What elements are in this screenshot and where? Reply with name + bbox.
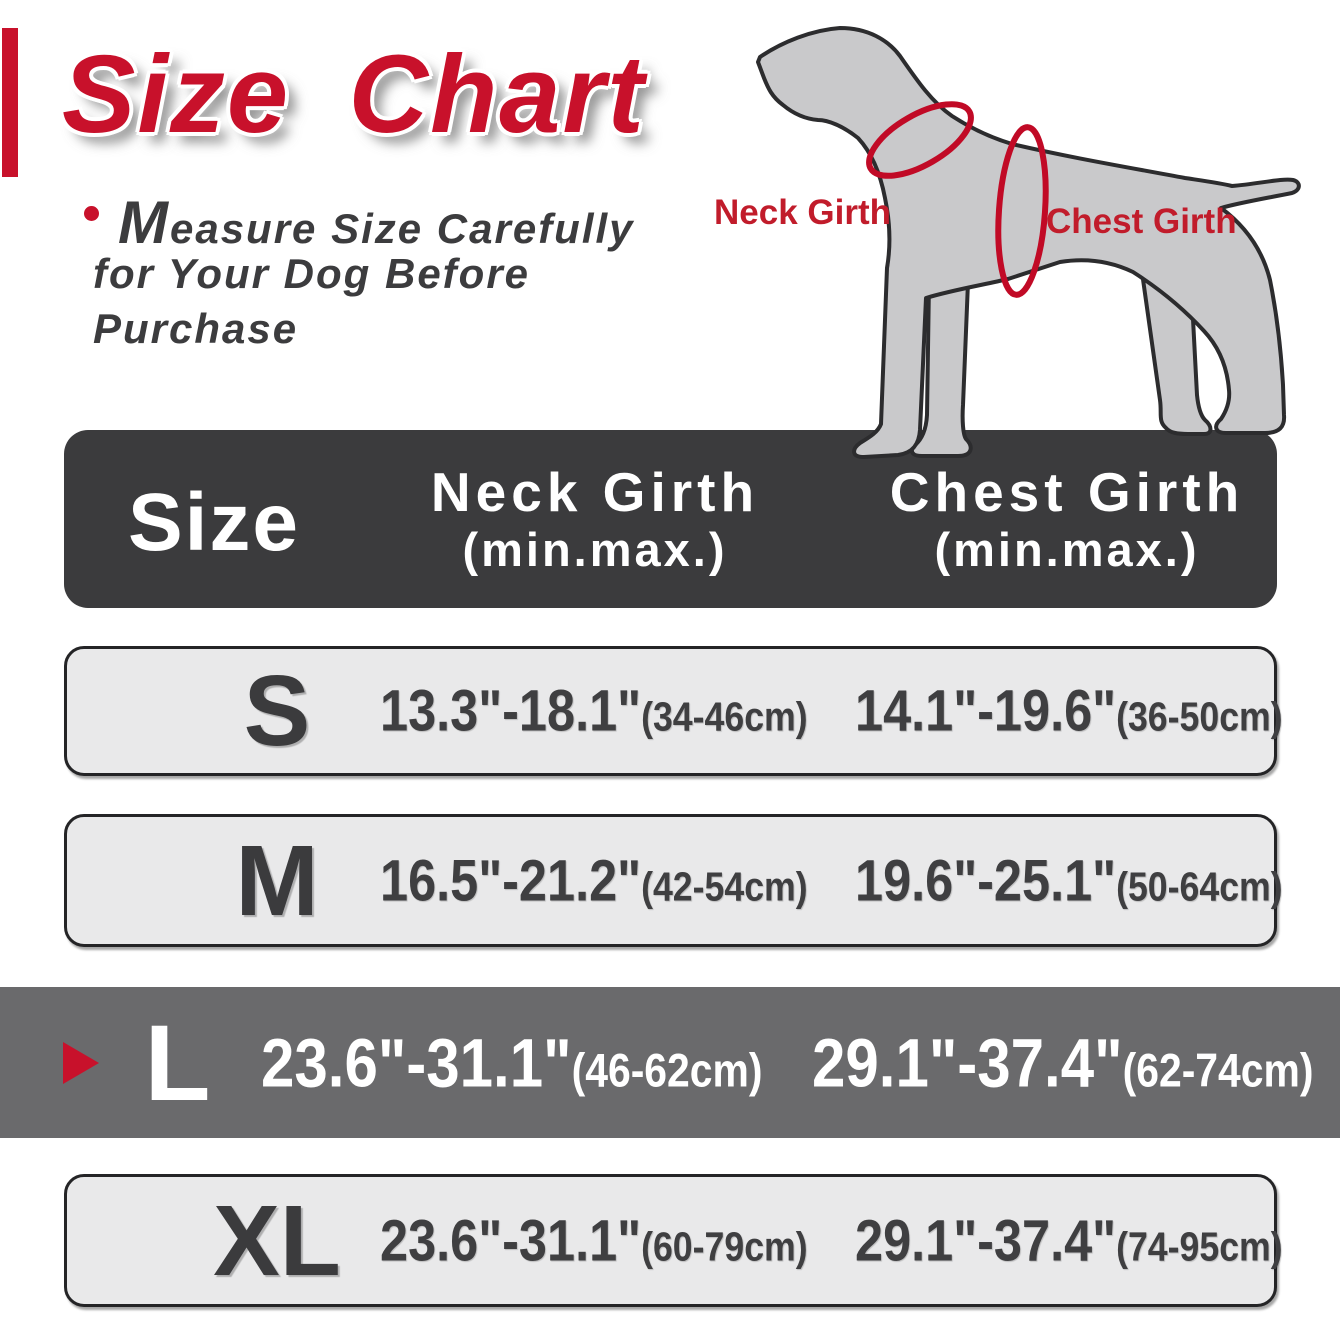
table-row-s: S 13.3"-18.1"(34-46cm) 14.1"-19.6"(36-50… [64, 646, 1283, 776]
size-label: S [243, 655, 311, 767]
header-neck-girth: Neck Girth (min.max.) [400, 462, 790, 578]
neck-inches: 23.6"-31.1" [261, 1024, 572, 1101]
note-bullet-dot [84, 206, 99, 221]
neck-cm: (34-46cm) [641, 693, 808, 740]
chest-inches: 29.1"-37.4" [812, 1024, 1123, 1101]
note-line-1: Measure Size Carefully [118, 188, 635, 257]
chest-inches: 19.6"-25.1" [855, 848, 1117, 913]
header-neck-minmax: (min.max.) [462, 523, 728, 576]
chest-girth-value: 29.1"-37.4"(74-95cm) [855, 1207, 1283, 1274]
dog-body [756, 26, 1301, 459]
header-chest-minmax: (min.max.) [934, 523, 1200, 576]
chest-girth-value: 14.1"-19.6"(36-50cm) [855, 678, 1283, 745]
neck-girth-value: 23.6"-31.1"(60-79cm) [380, 1207, 808, 1274]
dog-silhouette [756, 26, 1301, 459]
table-row-l-highlighted: L 23.6"-31.1"(46-62cm) 29.1"-37.4"(62-74… [0, 987, 1340, 1138]
note-line-3: Purchase [93, 305, 299, 352]
neck-girth-loop [866, 101, 974, 179]
chest-cm: (50-64cm) [1116, 863, 1283, 909]
neck-inches: 16.5"-21.2" [380, 848, 642, 913]
neck-girth-label: Neck Girth [714, 193, 891, 232]
note-lead-cap: M [118, 189, 170, 256]
neck-girth-value: 16.5"-21.2"(42-54cm) [380, 847, 808, 914]
chest-cm: (74-95cm) [1116, 1223, 1283, 1269]
header-size: Size [127, 477, 301, 568]
chest-cm: (36-50cm) [1116, 693, 1283, 740]
table-row-m: M 16.5"-21.2"(42-54cm) 19.6"-25.1"(50-64… [64, 814, 1283, 947]
note-line-1-text: easure Size Carefully [169, 205, 635, 252]
chest-girth-value: 29.1"-37.4"(62-74cm) [812, 1023, 1314, 1102]
chest-cm: (62-74cm) [1122, 1043, 1314, 1096]
neck-cm: (42-54cm) [641, 863, 808, 909]
neck-cm: (60-79cm) [641, 1223, 808, 1269]
chest-girth-value: 19.6"-25.1"(50-64cm) [855, 847, 1283, 914]
neck-inches: 13.3"-18.1" [380, 678, 642, 744]
chest-girth-label: Chest Girth [1046, 202, 1237, 241]
dog-far-rear-leg [1138, 256, 1213, 436]
chest-inches: 14.1"-19.6" [855, 678, 1117, 744]
size-table-header: Size Neck Girth (min.max.) Chest Girth (… [64, 430, 1277, 608]
page-title: Size Chart [62, 33, 646, 156]
size-label: M [235, 824, 319, 937]
table-row-xl: XL 23.6"-31.1"(60-79cm) 29.1"-37.4"(74-9… [64, 1174, 1283, 1307]
header-chest-girth: Chest Girth (min.max.) [872, 462, 1262, 578]
header-neck-girth-label: Neck Girth [430, 461, 760, 523]
selected-row-arrow-icon [63, 1042, 99, 1084]
note-line-2: for Your Dog Before [93, 250, 531, 297]
neck-inches: 23.6"-31.1" [380, 1208, 642, 1273]
neck-cm: (46-62cm) [571, 1043, 763, 1096]
size-label: L [144, 1001, 211, 1123]
size-label: XL [213, 1184, 341, 1297]
neck-girth-value: 13.3"-18.1"(34-46cm) [380, 678, 808, 745]
chest-girth-loop [995, 124, 1049, 298]
header-chest-girth-label: Chest Girth [889, 461, 1245, 523]
title-accent-bar [2, 28, 18, 177]
neck-girth-value: 23.6"-31.1"(46-62cm) [261, 1023, 763, 1102]
chest-inches: 29.1"-37.4" [855, 1208, 1117, 1273]
